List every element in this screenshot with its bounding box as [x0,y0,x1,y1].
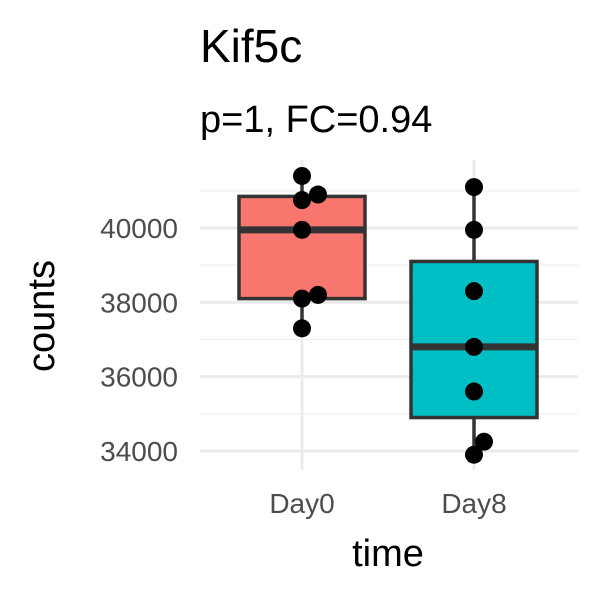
data-point [293,220,311,239]
data-point [475,432,493,451]
x-tick-label: Day0 [269,488,334,519]
y-axis-title: counts [21,260,63,372]
chart-subtitle: p=1, FC=0.94 [200,99,432,141]
data-point [293,289,311,308]
data-point [465,178,483,197]
data-point [465,445,483,464]
chart-title: Kif5c [200,20,302,72]
x-tick-label: Day8 [441,488,506,519]
box-iqr [237,194,367,301]
data-point [465,220,483,239]
x-axis-title: time [352,533,424,575]
boxes [237,175,539,455]
data-point [293,319,311,338]
y-tick-label: 36000 [100,362,178,393]
y-tick-labels: 34000 36000 38000 40000 [100,213,178,467]
data-point [293,191,311,210]
data-point [465,282,483,301]
y-tick-label: 34000 [100,436,178,467]
x-tick-labels: Day0 Day8 [269,488,506,519]
y-tick-label: 40000 [100,213,178,244]
points [293,166,493,464]
y-tick-label: 38000 [100,287,178,318]
data-point [465,337,483,356]
data-point [293,166,311,185]
data-point [309,285,327,304]
data-point [309,185,327,204]
data-point [465,382,483,401]
